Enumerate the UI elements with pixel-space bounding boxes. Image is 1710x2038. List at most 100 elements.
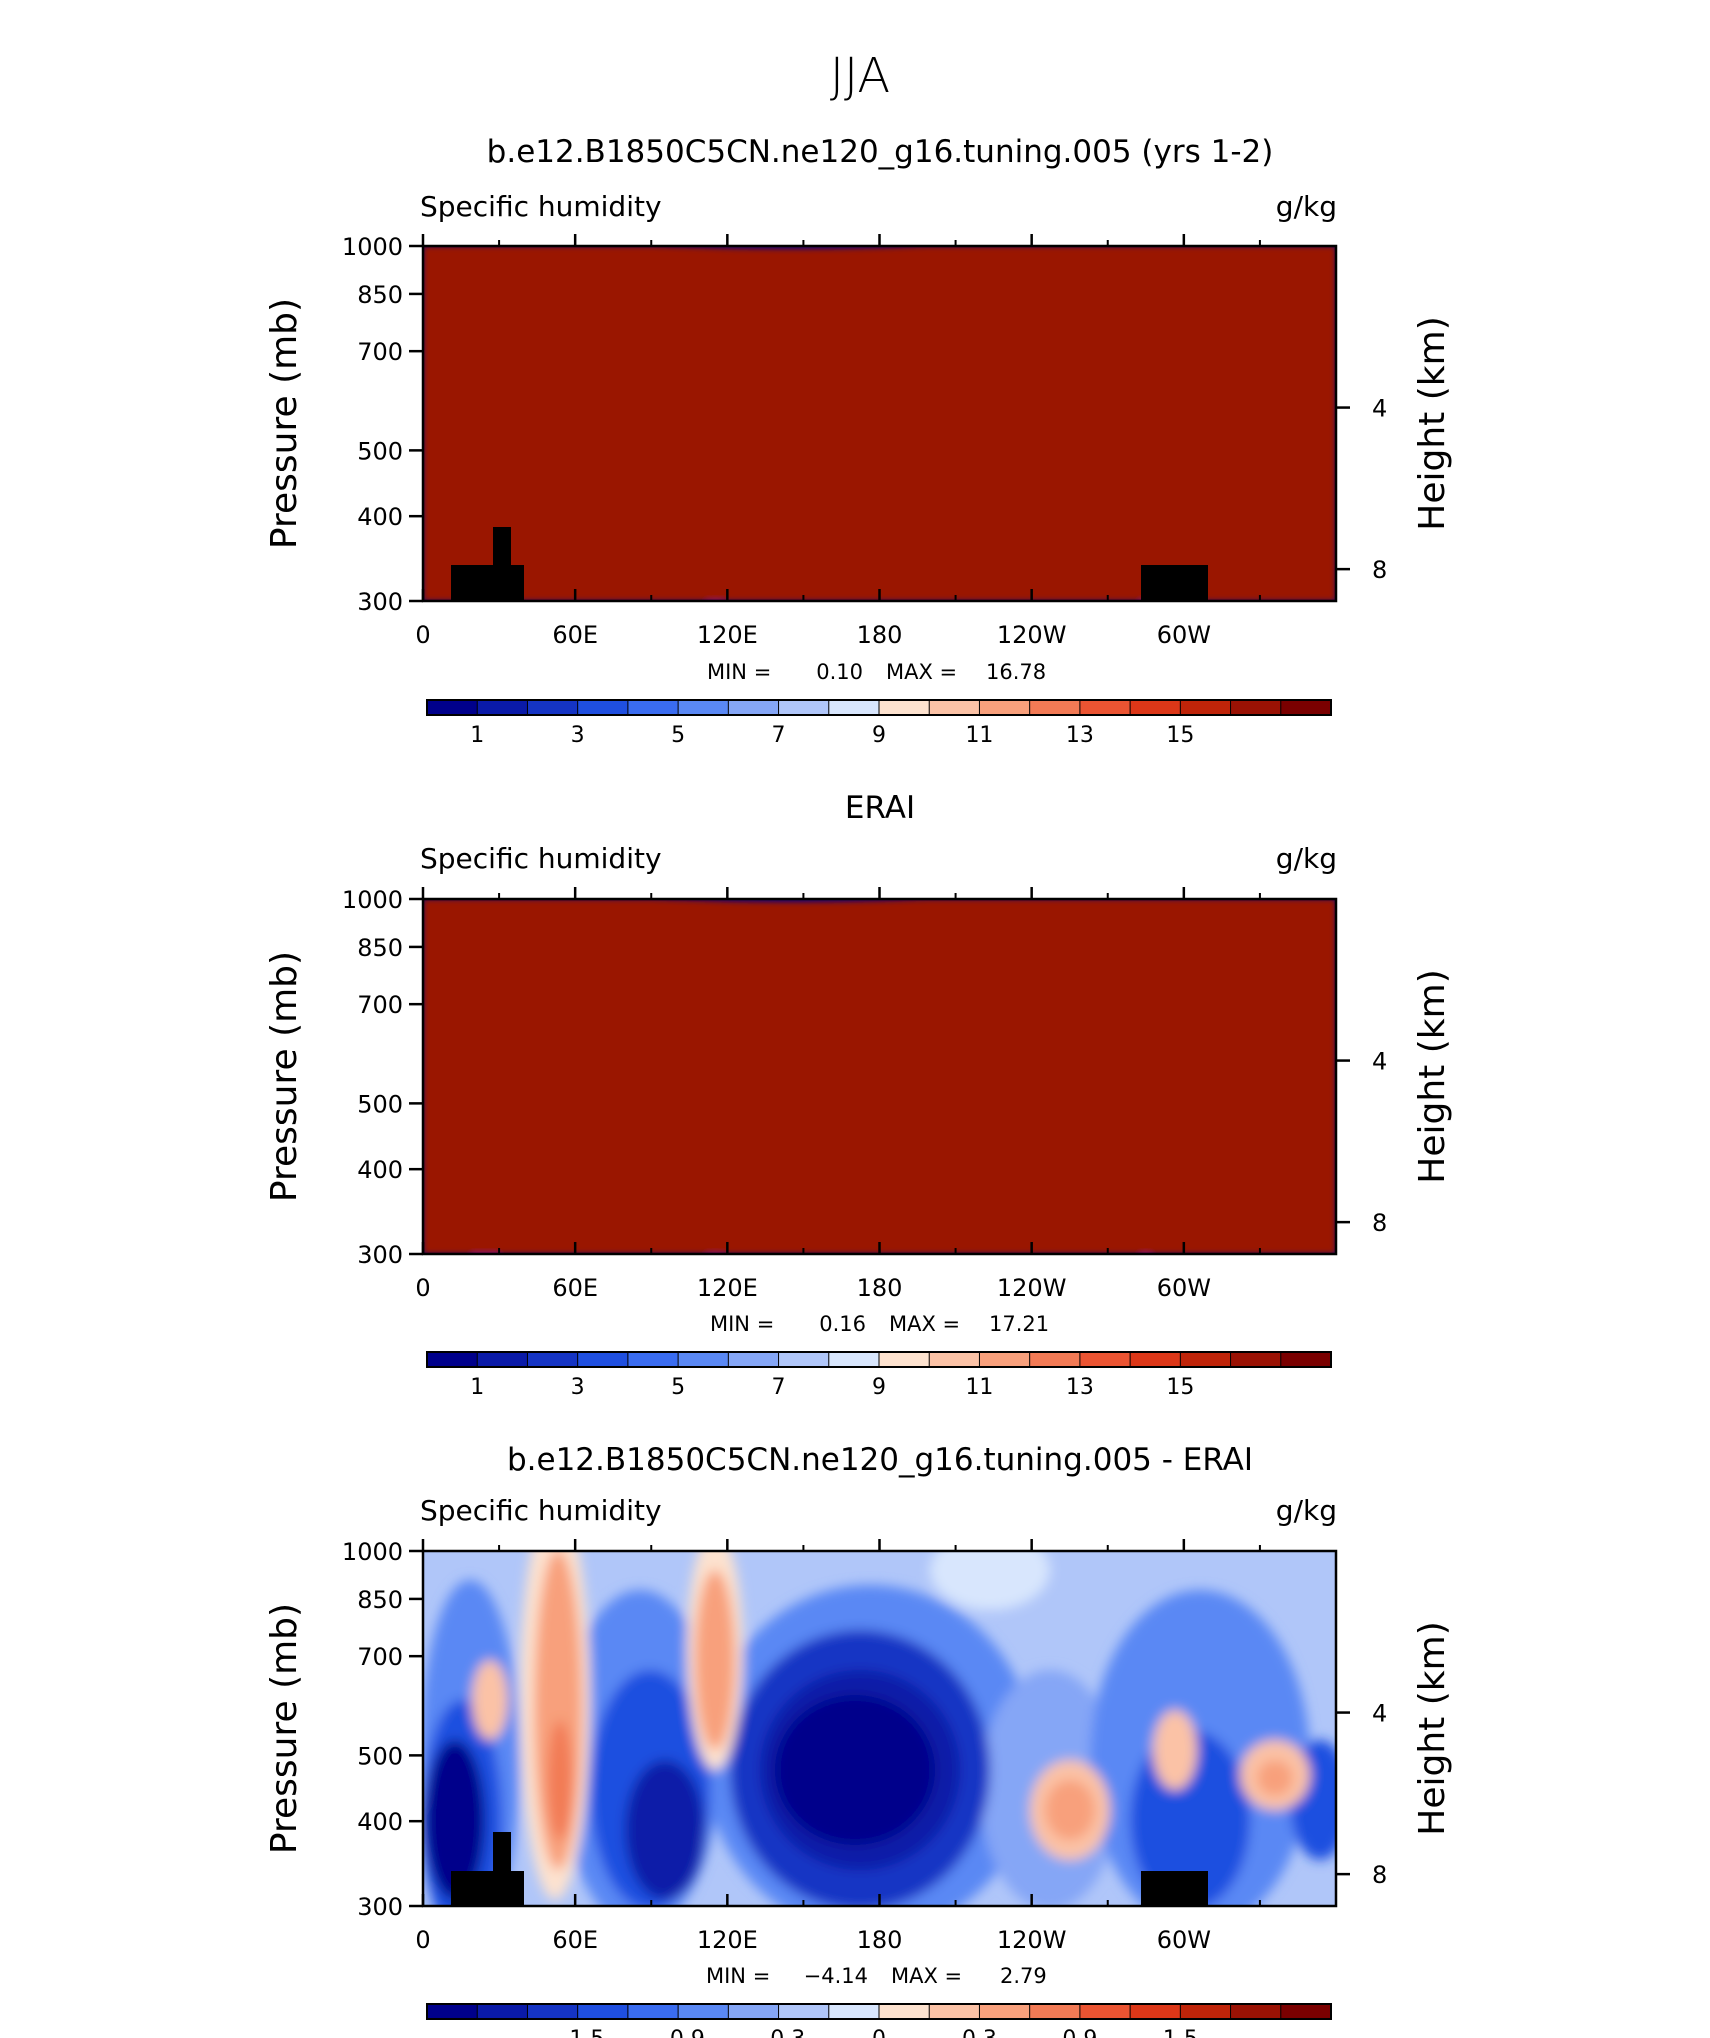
panel-title: ERAI xyxy=(845,790,915,826)
colorbar-swatch xyxy=(778,2003,830,2020)
colorbar-swatch xyxy=(828,699,880,716)
colorbar-swatch xyxy=(1079,699,1132,716)
colorbar-swatch xyxy=(1079,2003,1132,2020)
colorbar-swatch xyxy=(1280,699,1333,716)
colorbar-label: 0.3 xyxy=(962,2027,997,2038)
y-tick-label: 850 xyxy=(357,1586,403,1614)
min-label: MIN = xyxy=(706,1964,770,1988)
colorbar-label: 7 xyxy=(772,723,786,748)
x-tick-label: 0 xyxy=(415,621,430,649)
colorbar-swatch xyxy=(476,699,529,716)
difference-field xyxy=(423,1551,1336,1906)
min-value: 0.16 xyxy=(819,1312,866,1336)
max-value: 2.79 xyxy=(1000,1964,1047,1988)
colorbar-label: 11 xyxy=(965,1375,993,1400)
variable-label: Specific humidity xyxy=(420,190,662,223)
colorbar: −1.5 −0.9 −0.3 0 0.3 0.9 1.5 xyxy=(426,2003,1333,2038)
colorbar-swatch xyxy=(1129,699,1182,716)
colorbar-label: 3 xyxy=(571,723,585,748)
colorbar-swatch xyxy=(928,1351,981,1368)
heatmap-field xyxy=(423,899,1336,1254)
y-tick-label: 400 xyxy=(357,503,403,531)
colorbar-swatch xyxy=(426,699,479,716)
x-tick-label: 60W xyxy=(1157,621,1211,649)
terrain-mask xyxy=(1141,565,1208,601)
panel-3: b.e12.B1850C5CN.ne120_g16.tuning.005 - E… xyxy=(264,1442,1453,2038)
y-tick-label: 850 xyxy=(357,934,403,962)
x-tick-label: 120E xyxy=(697,621,758,649)
colorbar-label: 5 xyxy=(671,1375,685,1400)
panel-title: b.e12.B1850C5CN.ne120_g16.tuning.005 (yr… xyxy=(487,134,1274,170)
anomaly-blob xyxy=(548,1720,572,1840)
anomaly-blob xyxy=(930,1551,1050,1610)
colorbar-swatch xyxy=(526,1351,579,1368)
y-tick-label: 400 xyxy=(357,1808,403,1836)
terrain-mask xyxy=(451,1871,524,1906)
x-tick-label: 60E xyxy=(552,1274,598,1302)
panel-title: b.e12.B1850C5CN.ne120_g16.tuning.005 - E… xyxy=(507,1442,1253,1478)
min-value: −4.14 xyxy=(804,1964,868,1988)
colorbar-swatch xyxy=(526,699,579,716)
colorbar-label: 9 xyxy=(872,1375,886,1400)
colorbar-swatch xyxy=(1129,2003,1182,2020)
anomaly-blob xyxy=(695,1570,735,1750)
colorbar-swatch xyxy=(727,699,780,716)
heatmap-field xyxy=(423,1551,1336,1906)
y-tick-label: 500 xyxy=(357,437,403,465)
min-label: MIN = xyxy=(707,660,771,684)
colorbar-label: 1 xyxy=(470,723,484,748)
terrain-mask xyxy=(493,527,511,567)
x-tick-label: 0 xyxy=(415,1926,430,1954)
y-tick-label: 700 xyxy=(357,991,403,1019)
colorbar-swatch xyxy=(426,2003,479,2020)
colorbar-swatch xyxy=(1280,2003,1333,2020)
terrain-mask xyxy=(493,1832,511,1872)
min-label: MIN = xyxy=(710,1312,774,1336)
anomaly-blob xyxy=(775,1695,935,1845)
figure-title: JJA xyxy=(830,48,890,104)
colorbar-swatch xyxy=(577,1351,629,1368)
y2-axis-label: Height (km) xyxy=(1412,316,1453,530)
y2-tick-label: 8 xyxy=(1372,556,1387,584)
x-tick-label: 120W xyxy=(997,621,1067,649)
colorbar-label: 1.5 xyxy=(1163,2027,1198,2038)
axes: 0 60E 120E 180 120W 60W 300 400 500 700 850 1000 Pre… xyxy=(264,886,1453,1302)
colorbar-label: 0 xyxy=(872,2027,886,2038)
terrain-mask xyxy=(451,565,524,601)
x-tick-label: 60E xyxy=(552,1926,598,1954)
colorbar-label: 15 xyxy=(1166,1375,1194,1400)
colorbar-label: 13 xyxy=(1066,1375,1094,1400)
colorbar-swatch xyxy=(878,1351,931,1368)
colorbar-swatch xyxy=(878,2003,931,2020)
colorbar-swatch xyxy=(1179,699,1232,716)
y-axis-label: Pressure (mb) xyxy=(264,951,305,1202)
colorbar-swatch xyxy=(627,2003,680,2020)
colorbar-swatch xyxy=(577,699,629,716)
colorbar-swatch xyxy=(677,699,730,716)
colorbar-swatch xyxy=(778,1351,830,1368)
colorbar-swatch xyxy=(928,2003,981,2020)
colorbar-frame xyxy=(426,2003,1332,2020)
contour-band xyxy=(423,899,1336,1254)
x-tick-label: 120E xyxy=(697,1926,758,1954)
colorbar-swatch xyxy=(476,2003,529,2020)
colorbar-swatch xyxy=(1029,2003,1081,2020)
y-tick-label: 300 xyxy=(357,588,403,616)
colorbar-swatch xyxy=(1129,1351,1182,1368)
heatmap-field xyxy=(423,246,1336,601)
y-tick-label: 300 xyxy=(357,1893,403,1921)
colorbar-label: −1.5 xyxy=(551,2027,604,2038)
colorbar-swatch xyxy=(928,699,981,716)
y2-tick-label: 8 xyxy=(1372,1861,1387,1889)
anomaly-blob xyxy=(425,1740,485,1900)
colorbar-swatch xyxy=(1230,1351,1282,1368)
colorbar-label: 0.9 xyxy=(1062,2027,1097,2038)
x-tick-label: 0 xyxy=(415,1274,430,1302)
anomaly-blob xyxy=(1045,1780,1095,1840)
x-tick-label: 180 xyxy=(857,1926,903,1954)
y-tick-label: 1000 xyxy=(342,1538,403,1566)
colorbar-swatch xyxy=(1230,2003,1282,2020)
terrain-mask xyxy=(1141,1871,1208,1906)
colorbar-swatch xyxy=(1029,1351,1081,1368)
colorbar-label: −0.3 xyxy=(752,2027,805,2038)
